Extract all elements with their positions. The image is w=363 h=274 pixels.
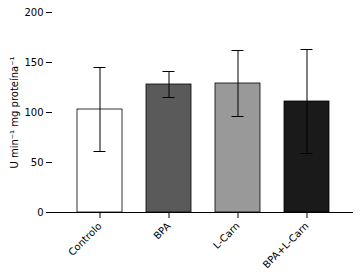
svg-text:BPA: BPA [151, 220, 172, 241]
svg-text:U min⁻¹ mg proteína⁻¹: U min⁻¹ mg proteína⁻¹ [9, 56, 20, 168]
svg-text:Controlo: Controlo [66, 220, 104, 258]
svg-text:200: 200 [24, 7, 43, 18]
svg-text:50: 50 [31, 157, 44, 168]
svg-text:150: 150 [24, 57, 43, 68]
svg-text:BPA+L-Carn: BPA+L-Carn [261, 220, 311, 270]
svg-text:L-Carn: L-Carn [211, 220, 242, 251]
svg-text:100: 100 [24, 107, 43, 118]
svg-text:0: 0 [37, 207, 43, 218]
